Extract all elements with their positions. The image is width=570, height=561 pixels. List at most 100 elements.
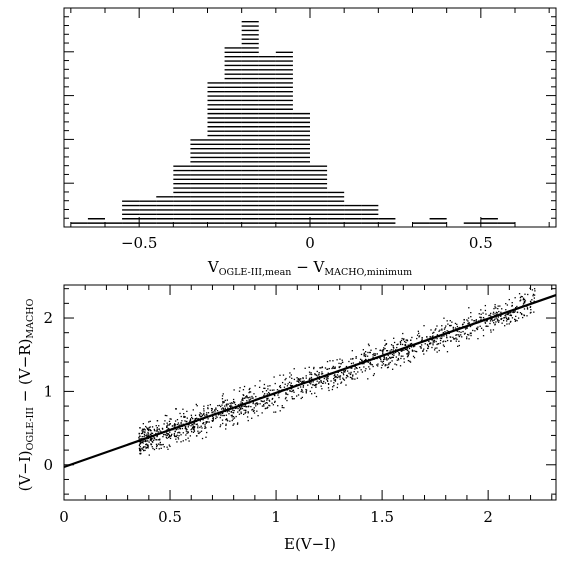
- scatter-point: [369, 362, 371, 365]
- scatter-point: [157, 431, 159, 433]
- scatter-point: [346, 370, 349, 372]
- scatter-point: [401, 337, 403, 340]
- scatter-point: [220, 413, 222, 415]
- scatter-point: [153, 437, 155, 439]
- scatter-point: [435, 340, 437, 343]
- scatter-point: [476, 327, 478, 329]
- scatter-point: [432, 340, 434, 342]
- scatter-point: [369, 361, 371, 364]
- scatter-point: [436, 347, 438, 349]
- scatter-point: [155, 432, 157, 435]
- scatter-point: [397, 343, 399, 345]
- scatter-point: [429, 335, 431, 338]
- scatter-point: [266, 402, 268, 404]
- scatter-point: [138, 438, 140, 440]
- scatter-point: [383, 348, 385, 351]
- scatter-point: [468, 334, 470, 336]
- scatter-point: [267, 388, 269, 390]
- scatter-point: [390, 349, 393, 351]
- scatter-point: [389, 356, 391, 358]
- scatter-point: [345, 384, 347, 386]
- scatter-point: [191, 416, 193, 419]
- scatter-point: [199, 431, 201, 433]
- scatter-point: [161, 444, 163, 446]
- scatter-point: [146, 433, 148, 435]
- scatter-point: [240, 406, 243, 408]
- scatter-point: [318, 378, 321, 380]
- scatter-point: [211, 411, 213, 414]
- scatter-point: [523, 300, 526, 302]
- scatter-point: [436, 334, 439, 336]
- scatter-point: [472, 329, 474, 332]
- scatter-point: [529, 306, 531, 309]
- scatter-point: [409, 360, 411, 362]
- scatter-x-tick-label: 0: [59, 508, 69, 526]
- scatter-point: [439, 337, 441, 339]
- scatter-point: [248, 399, 250, 401]
- scatter-point: [395, 356, 397, 358]
- scatter-point: [156, 426, 158, 429]
- scatter-point: [156, 435, 158, 437]
- scatter-point: [139, 427, 141, 429]
- scatter-point: [511, 302, 513, 304]
- scatter-point: [434, 347, 436, 349]
- scatter-point: [373, 354, 375, 356]
- scatter-point: [352, 374, 354, 376]
- scatter-point: [272, 404, 275, 406]
- scatter-point: [222, 400, 224, 403]
- scatter-point: [363, 359, 366, 362]
- scatter-point: [212, 415, 214, 418]
- scatter-point: [271, 402, 273, 404]
- scatter-point: [420, 347, 422, 349]
- scatter-point: [391, 353, 394, 356]
- scatter-point: [376, 364, 378, 366]
- scatter-point: [207, 418, 209, 420]
- scatter-point: [185, 428, 187, 430]
- scatter-point: [447, 323, 449, 325]
- scatter-point: [327, 368, 329, 370]
- scatter-point: [514, 297, 516, 299]
- scatter-point: [156, 420, 159, 422]
- scatter-point: [493, 319, 495, 321]
- scatter-point: [533, 294, 536, 296]
- scatter-point: [445, 325, 447, 327]
- scatter-point: [139, 443, 141, 445]
- scatter-point: [316, 376, 319, 378]
- scatter-point: [225, 419, 227, 421]
- scatter-point: [341, 359, 343, 361]
- scatter-point: [519, 300, 521, 302]
- scatter-point: [515, 307, 517, 309]
- scatter-point: [508, 323, 510, 325]
- scatter-point: [146, 440, 148, 442]
- scatter-point: [427, 347, 429, 349]
- scatter-point: [158, 425, 160, 427]
- scatter-point: [151, 438, 153, 440]
- y-label-sub2: MACHO: [25, 298, 36, 338]
- scatter-point: [334, 376, 336, 379]
- scatter-point: [393, 341, 396, 344]
- scatter-point: [195, 417, 198, 419]
- scatter-point: [462, 323, 464, 326]
- scatter-point: [374, 353, 377, 355]
- scatter-point: [504, 314, 506, 317]
- scatter-point: [484, 322, 487, 324]
- scatter-point: [279, 374, 281, 376]
- scatter-point: [244, 412, 246, 414]
- scatter-point: [482, 335, 485, 337]
- scatter-point: [144, 440, 146, 443]
- scatter-point: [174, 424, 177, 426]
- scatter-point: [363, 354, 365, 356]
- scatter-point: [468, 338, 470, 340]
- scatter-point: [432, 342, 434, 344]
- scatter-point: [348, 360, 350, 363]
- scatter-point: [222, 412, 224, 414]
- scatter-point: [506, 323, 508, 325]
- scatter-point: [479, 316, 481, 318]
- scatter-point: [403, 338, 405, 340]
- scatter-point: [445, 340, 447, 343]
- scatter-point: [220, 408, 223, 410]
- scatter-point: [289, 372, 291, 374]
- scatter-point: [271, 397, 274, 400]
- scatter-point: [222, 408, 224, 410]
- scatter-point: [167, 427, 169, 430]
